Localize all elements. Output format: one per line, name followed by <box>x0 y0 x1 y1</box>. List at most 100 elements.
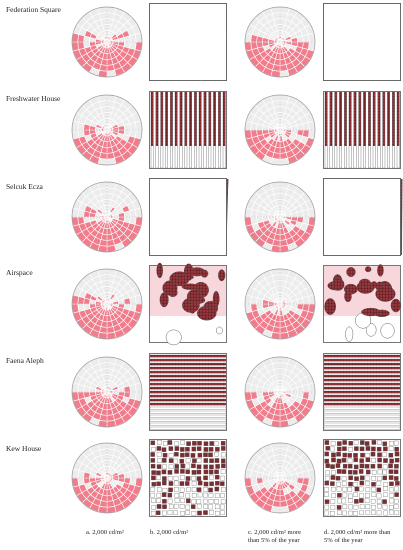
facade-opening <box>156 262 164 279</box>
facade-brick <box>196 446 202 451</box>
sky-dome-airspace-c <box>244 268 316 340</box>
facade-brick <box>209 458 214 463</box>
facade-brick <box>359 510 364 515</box>
column-caption-b: b. 2,000 cd/m² <box>150 529 188 537</box>
facade-brick <box>220 441 226 446</box>
facade-brick <box>394 486 399 492</box>
facade-brick <box>174 464 179 469</box>
facade-louvre <box>323 370 401 374</box>
facade-brick <box>191 463 196 469</box>
facade-brick <box>330 511 335 516</box>
facade-slat <box>213 92 216 146</box>
facade-brick <box>209 474 214 480</box>
facade-brick <box>179 458 185 464</box>
facade-brick <box>370 451 376 457</box>
facade-brick <box>376 493 382 499</box>
facade-brick <box>190 453 196 458</box>
facade-kew-b <box>149 439 227 517</box>
facade-brick <box>364 441 370 446</box>
dome-cells <box>244 442 316 514</box>
dome-cells <box>244 268 316 340</box>
facade-brick <box>156 475 161 480</box>
facade-brick <box>324 458 330 464</box>
facade-brick <box>168 481 174 486</box>
facade-freshwater-b <box>149 91 227 169</box>
facade-brick <box>359 458 364 463</box>
facade-brick <box>393 498 399 504</box>
facade-brick <box>341 458 347 463</box>
facade-brick <box>215 480 220 486</box>
facade-brick <box>208 447 214 452</box>
row-label-federation-square: Federation Square <box>6 5 61 14</box>
facade-slat <box>199 92 202 146</box>
row-label-airspace: Airspace <box>6 268 33 277</box>
facade-brick <box>186 498 191 504</box>
facade-brick <box>150 452 155 457</box>
facade-brick <box>197 452 203 458</box>
facade-brick <box>359 475 365 481</box>
facade-brick <box>383 486 388 492</box>
facade-brick <box>324 480 330 486</box>
facade-opening <box>346 267 356 277</box>
facade-brick <box>353 511 358 516</box>
facade-louvre <box>149 354 227 358</box>
facade-brick <box>174 446 180 451</box>
facade-brick <box>174 469 179 474</box>
facade-brick <box>393 440 399 446</box>
facade-opening <box>375 286 396 302</box>
facade-airspace-b <box>149 262 227 346</box>
facade-brick <box>342 510 347 516</box>
facade-brick <box>196 458 202 463</box>
facade-brick <box>215 504 220 510</box>
facade-brick <box>151 447 156 452</box>
facade-slat-outline <box>348 91 352 169</box>
facade-brick <box>359 480 365 486</box>
facade-brick <box>376 510 382 516</box>
facade-brick <box>353 464 359 470</box>
facade-brick <box>342 446 347 451</box>
facade-brick <box>151 481 156 487</box>
facade-brick <box>324 504 330 510</box>
facade-slat-outline <box>377 91 381 169</box>
facade-brick <box>180 463 185 469</box>
facade-slat-outline <box>339 91 342 169</box>
facade-brick <box>196 469 202 475</box>
facade-brick <box>197 510 202 516</box>
facade-louvre <box>323 358 401 362</box>
facade-brick <box>150 463 156 469</box>
facade-louvre <box>323 418 401 422</box>
facade-brick <box>394 492 399 497</box>
facade-brick <box>389 458 394 464</box>
facade-slat-outline <box>368 91 371 169</box>
facade-slat <box>208 92 211 146</box>
facade-brick <box>342 486 348 492</box>
facade-slat-outline <box>198 91 202 169</box>
facade-brick <box>180 498 185 503</box>
facade-brick <box>174 498 180 503</box>
facade-louvre <box>323 422 401 426</box>
facade-brick <box>196 464 202 469</box>
facade-brick <box>365 446 371 451</box>
facade-slat-outline <box>160 91 164 169</box>
facade-brick <box>359 446 365 452</box>
facade-brick <box>337 498 342 504</box>
facade-brick <box>167 440 173 445</box>
facade-louvre <box>323 382 401 386</box>
facade-brick <box>214 474 220 480</box>
facade-brick <box>168 458 174 463</box>
facade-kew-d <box>323 439 401 517</box>
facade-brick <box>151 470 156 475</box>
facade-slat-outline <box>334 91 338 169</box>
facade-brick <box>330 441 336 446</box>
facade-brick <box>191 481 197 486</box>
facade-slat-outline <box>358 91 362 169</box>
facade-opening <box>181 283 199 290</box>
facade-slat-outline <box>208 91 212 169</box>
sky-dome-faena-c <box>244 356 316 428</box>
facade-brick <box>382 464 388 470</box>
facade-brick <box>151 498 156 503</box>
facade-brick <box>325 470 330 476</box>
facade-brick <box>325 445 331 451</box>
facade-brick <box>185 481 190 486</box>
facade-brick <box>382 469 387 475</box>
